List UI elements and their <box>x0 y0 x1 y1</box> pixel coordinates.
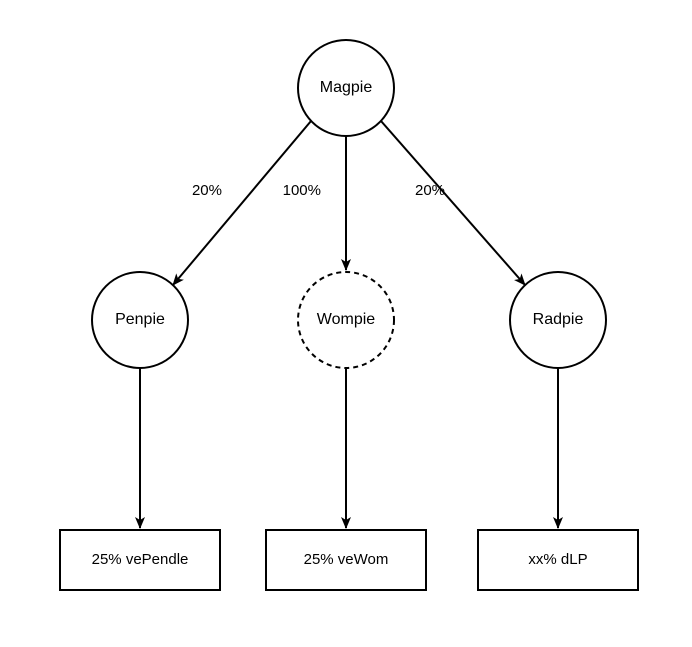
node-root-label: Magpie <box>320 79 373 96</box>
edge-label-root-left: 20% <box>192 182 222 199</box>
node-root: Magpie <box>298 40 394 136</box>
box-left-label: 25% vePendle <box>92 551 189 568</box>
node-right: Radpie <box>510 272 606 368</box>
edge-root-center: 100% <box>283 136 346 270</box>
box-center-label: 25% veWom <box>304 551 389 568</box>
edge-label-root-right: 20% <box>415 182 445 199</box>
diagram-canvas: 20% 100% 20% Magpie Penpie Wompie Radpie… <box>0 0 692 647</box>
box-right: xx% dLP <box>478 530 638 590</box>
edge-root-left: 20% <box>173 121 311 285</box>
node-left-label: Penpie <box>115 311 165 328</box>
box-center: 25% veWom <box>266 530 426 590</box>
box-right-label: xx% dLP <box>528 551 587 568</box>
edge-root-right: 20% <box>381 121 525 285</box>
node-center-label: Wompie <box>317 311 375 328</box>
box-left: 25% vePendle <box>60 530 220 590</box>
node-right-label: Radpie <box>533 311 584 328</box>
edge-label-root-center: 100% <box>283 182 321 199</box>
node-center: Wompie <box>298 272 394 368</box>
node-left: Penpie <box>92 272 188 368</box>
